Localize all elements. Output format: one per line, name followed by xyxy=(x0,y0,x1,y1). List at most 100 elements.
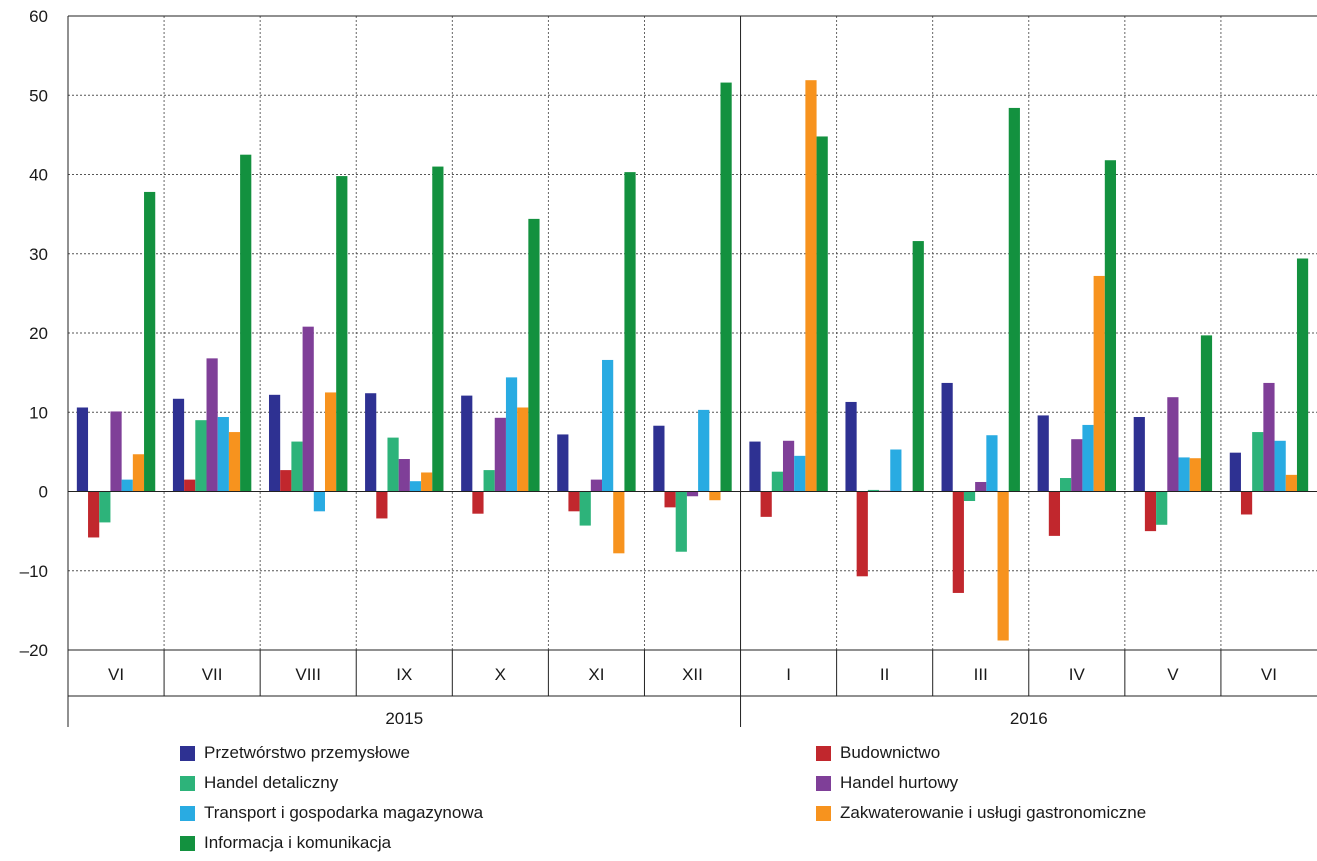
bar xyxy=(1229,452,1241,492)
bar xyxy=(997,491,1009,641)
y-tick-label: 40 xyxy=(29,166,48,185)
bar xyxy=(461,395,473,492)
bar xyxy=(1285,474,1297,492)
bar xyxy=(720,82,732,492)
bar xyxy=(505,377,518,492)
bar xyxy=(1133,417,1145,492)
bar xyxy=(1252,432,1264,492)
grid-lines xyxy=(68,15,1317,650)
bar xyxy=(517,407,529,492)
bar xyxy=(867,489,880,492)
x-tick-label: VI xyxy=(108,665,124,684)
bar xyxy=(336,176,348,492)
bar xyxy=(99,491,111,523)
bar xyxy=(217,417,229,492)
bar xyxy=(1240,491,1253,515)
bar xyxy=(1296,258,1309,492)
x-tick-label: VI xyxy=(1261,665,1277,684)
x-tick-label: XII xyxy=(682,665,703,684)
bar xyxy=(409,481,422,492)
bar xyxy=(557,434,569,492)
bar xyxy=(1048,491,1061,536)
bar xyxy=(1178,457,1190,492)
bar xyxy=(472,491,484,514)
y-tick-label: 30 xyxy=(29,245,48,264)
bar xyxy=(602,359,614,492)
bar xyxy=(805,80,817,492)
x-tick-label: V xyxy=(1167,665,1179,684)
bar xyxy=(760,491,772,517)
bar xyxy=(398,459,410,492)
bar xyxy=(845,401,857,492)
bar xyxy=(228,432,241,492)
bar xyxy=(172,398,185,492)
year-label: 2015 xyxy=(385,709,423,728)
bar xyxy=(1037,415,1049,492)
bar xyxy=(856,491,868,577)
bar xyxy=(941,382,953,492)
bar xyxy=(890,449,902,492)
bar xyxy=(76,407,89,492)
bar xyxy=(1082,424,1094,492)
bar xyxy=(709,491,721,501)
bar xyxy=(280,470,292,492)
bar xyxy=(1071,439,1083,492)
bar xyxy=(387,437,399,492)
bar xyxy=(1263,382,1275,492)
y-tick-label: 60 xyxy=(29,7,48,26)
bar xyxy=(324,392,337,492)
bar xyxy=(494,417,506,492)
x-tick-label: I xyxy=(786,665,791,684)
bar xyxy=(664,491,676,508)
bar xyxy=(268,394,281,492)
bar xyxy=(376,491,388,519)
bar xyxy=(1274,440,1286,492)
bar xyxy=(653,425,665,492)
bar xyxy=(912,241,924,492)
x-tick-label: II xyxy=(880,665,889,684)
bar xyxy=(195,420,207,492)
bar xyxy=(302,326,314,492)
bar xyxy=(1156,491,1168,525)
x-tick-label: IX xyxy=(396,665,412,684)
bar xyxy=(613,491,625,554)
bar xyxy=(528,218,540,492)
bar xyxy=(986,435,998,492)
y-tick-label: 50 xyxy=(29,86,48,105)
bar xyxy=(698,409,710,492)
bar xyxy=(686,491,699,497)
bar xyxy=(816,136,828,492)
bar xyxy=(240,154,252,492)
bar xyxy=(749,441,761,492)
bar xyxy=(952,491,964,593)
bar xyxy=(1104,160,1117,492)
y-tick-label: –10 xyxy=(20,562,48,581)
bar xyxy=(110,411,122,492)
x-tick-label: X xyxy=(495,665,506,684)
bar xyxy=(1167,397,1179,492)
y-tick-label: 10 xyxy=(29,403,48,422)
bar xyxy=(132,454,145,492)
bar xyxy=(1200,335,1213,492)
bar xyxy=(579,491,591,526)
bar xyxy=(432,166,444,492)
bar xyxy=(675,491,687,552)
bar xyxy=(313,491,325,512)
bar xyxy=(590,479,603,492)
bar xyxy=(1189,458,1201,492)
bar xyxy=(782,440,795,492)
bar xyxy=(568,491,580,512)
bar xyxy=(1144,491,1157,532)
x-tick-label: XI xyxy=(588,665,604,684)
x-tick-label: III xyxy=(974,665,988,684)
bar xyxy=(291,441,303,492)
year-label: 2016 xyxy=(1010,709,1048,728)
bar xyxy=(794,455,806,492)
y-tick-label: –20 xyxy=(20,641,48,660)
y-tick-label: 0 xyxy=(39,483,48,502)
bar xyxy=(771,471,783,492)
bar xyxy=(963,491,976,502)
bar xyxy=(1008,107,1020,492)
